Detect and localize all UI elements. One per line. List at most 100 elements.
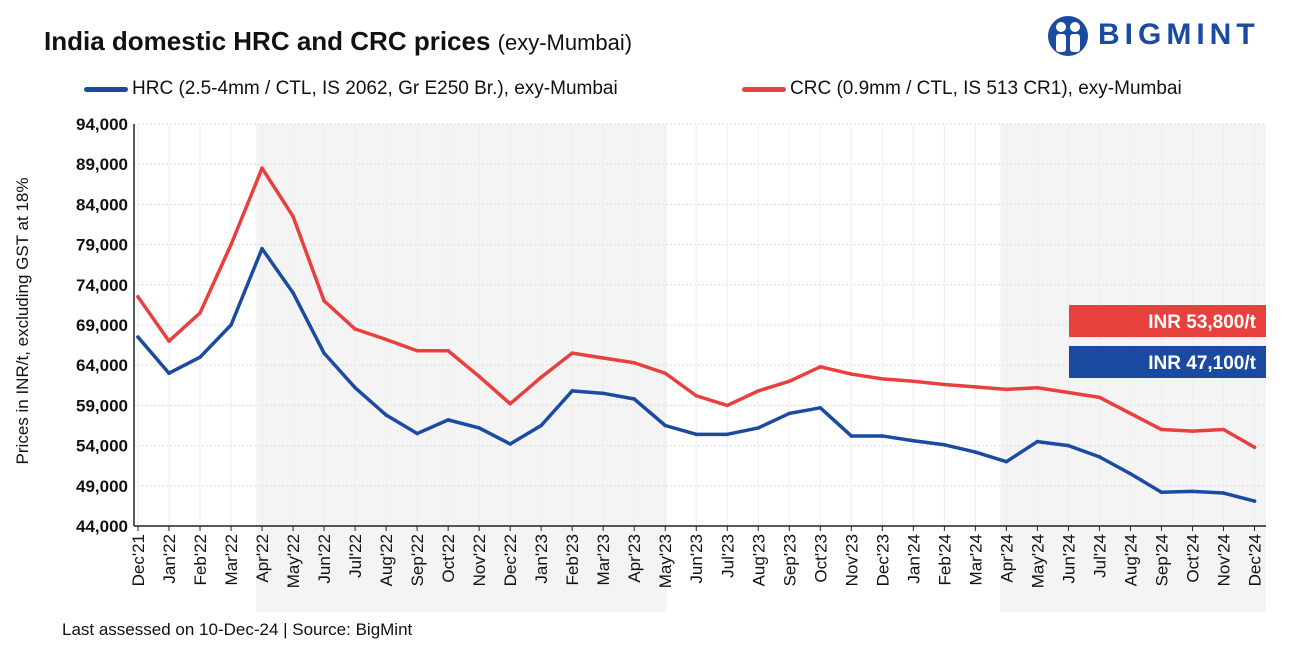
- data-point-hrc: [353, 385, 357, 390]
- data-point-crc: [415, 348, 419, 353]
- data-point-hrc: [787, 411, 792, 416]
- data-point-crc: [446, 348, 450, 353]
- data-point-crc: [1097, 395, 1102, 400]
- y-tick-label: 94,000: [76, 115, 128, 134]
- data-point-hrc: [1035, 439, 1040, 444]
- data-point-hrc: [849, 434, 854, 438]
- x-tick-label: Dec'24: [1245, 534, 1264, 586]
- x-tick-label: May'24: [1028, 534, 1047, 588]
- data-point-hrc: [973, 450, 978, 454]
- y-tick-label: 49,000: [76, 477, 128, 496]
- end-label-crc-box: [1069, 305, 1266, 337]
- data-point-hrc: [725, 432, 730, 437]
- data-point-crc: [1221, 427, 1226, 432]
- x-tick-label: Dec'21: [129, 534, 148, 586]
- chart-title-sub: (exy-Mumbai): [497, 30, 633, 55]
- x-tick-label: Jun'22: [315, 534, 334, 584]
- x-tick-label: Apr'24: [997, 534, 1016, 583]
- x-tick-label: Aug'23: [749, 534, 768, 586]
- legend-label-hrc: HRC (2.5-4mm / CTL, IS 2062, Gr E250 Br.…: [132, 78, 618, 99]
- data-point-hrc: [570, 389, 574, 393]
- data-point-crc: [136, 295, 140, 299]
- data-point-crc: [1190, 429, 1195, 433]
- x-tick-label: Nov'23: [842, 534, 861, 586]
- y-tick-label: 59,000: [76, 396, 128, 415]
- bigmint-logo: [1048, 16, 1088, 56]
- y-tick-label: 74,000: [76, 276, 128, 295]
- data-point-crc: [1035, 385, 1040, 390]
- x-tick-label: Sep'24: [1152, 534, 1171, 586]
- x-tick-label: Apr'22: [253, 534, 272, 583]
- legend-item-hrc: HRC (2.5-4mm / CTL, IS 2062, Gr E250 Br.…: [84, 78, 618, 100]
- data-point-crc: [1159, 427, 1164, 432]
- legend-item-crc: CRC (0.9mm / CTL, IS 513 CR1), exy-Mumba…: [742, 78, 1182, 100]
- data-point-hrc: [136, 335, 140, 339]
- chart-title: India domestic HRC and CRC prices (exy-M…: [44, 26, 632, 57]
- x-tick-label: Jun'24: [1059, 534, 1078, 584]
- data-point-hrc: [508, 442, 512, 446]
- data-point-hrc: [167, 371, 171, 376]
- x-tick-label: Feb'22: [191, 534, 210, 585]
- end-label-crc: INR 53,800/t: [1148, 312, 1256, 333]
- x-tick-label: Feb'24: [935, 534, 954, 585]
- data-point-crc: [787, 379, 792, 384]
- logo-text: BIGMINT: [1098, 18, 1260, 51]
- data-point-hrc: [632, 397, 637, 401]
- end-label-hrc-box: [1069, 346, 1266, 378]
- data-point-crc: [911, 379, 916, 384]
- x-tick-label: Sep'23: [780, 534, 799, 586]
- y-tick-label: 89,000: [76, 155, 128, 174]
- y-tick-label: 54,000: [76, 437, 128, 456]
- data-point-crc: [632, 360, 637, 365]
- legend-swatch-hrc: [84, 86, 128, 92]
- data-point-hrc: [384, 413, 388, 417]
- data-point-crc: [477, 374, 481, 379]
- x-tick-label: May'23: [656, 534, 675, 588]
- data-point-hrc: [1221, 491, 1226, 495]
- data-point-hrc: [663, 423, 668, 428]
- data-point-hrc: [539, 423, 543, 428]
- data-point-crc: [1004, 387, 1009, 392]
- x-tick-label: Jul'22: [346, 534, 365, 578]
- data-point-hrc: [911, 438, 916, 443]
- data-point-hrc: [1190, 489, 1195, 494]
- data-point-hrc: [1128, 471, 1133, 476]
- data-point-crc: [384, 337, 388, 342]
- data-point-hrc: [1159, 490, 1164, 495]
- data-point-hrc: [291, 291, 295, 295]
- data-point-hrc: [1097, 455, 1102, 459]
- x-tick-label: Oct'24: [1183, 534, 1202, 583]
- data-point-crc: [291, 214, 295, 219]
- x-tick-label: Jan'24: [904, 534, 923, 584]
- data-point-hrc: [415, 431, 419, 436]
- data-point-hrc: [942, 442, 947, 447]
- x-tick-label: Aug'22: [377, 534, 396, 586]
- x-tick-label: May'22: [284, 534, 303, 588]
- data-point-crc: [880, 377, 885, 381]
- data-point-hrc: [694, 432, 699, 437]
- x-tick-label: Dec'22: [501, 534, 520, 586]
- x-tick-label: Sep'22: [408, 534, 427, 586]
- data-point-hrc: [1066, 443, 1071, 448]
- data-point-hrc: [1252, 499, 1257, 503]
- data-point-crc: [756, 389, 761, 393]
- chart-title-main: India domestic HRC and CRC prices: [44, 26, 491, 56]
- legend-swatch-crc: [742, 86, 786, 92]
- x-tick-label: Oct'23: [811, 534, 830, 583]
- data-point-crc: [973, 385, 978, 389]
- end-label-hrc: INR 47,100/t: [1148, 353, 1256, 374]
- data-point-crc: [1066, 390, 1071, 395]
- x-tick-label: Feb'23: [563, 534, 582, 585]
- y-tick-label: 44,000: [76, 517, 128, 536]
- x-tick-label: Nov'22: [470, 534, 489, 586]
- legend-label-crc: CRC (0.9mm / CTL, IS 513 CR1), exy-Mumba…: [790, 78, 1182, 99]
- data-point-crc: [849, 372, 854, 376]
- data-point-crc: [1128, 411, 1133, 416]
- data-point-hrc: [818, 406, 823, 410]
- x-tick-label: Oct'22: [439, 534, 458, 583]
- data-point-crc: [694, 393, 699, 398]
- data-point-crc: [663, 371, 668, 376]
- data-point-hrc: [756, 426, 761, 430]
- x-tick-label: Jan'22: [160, 534, 179, 584]
- x-tick-label: Mar'22: [222, 534, 241, 585]
